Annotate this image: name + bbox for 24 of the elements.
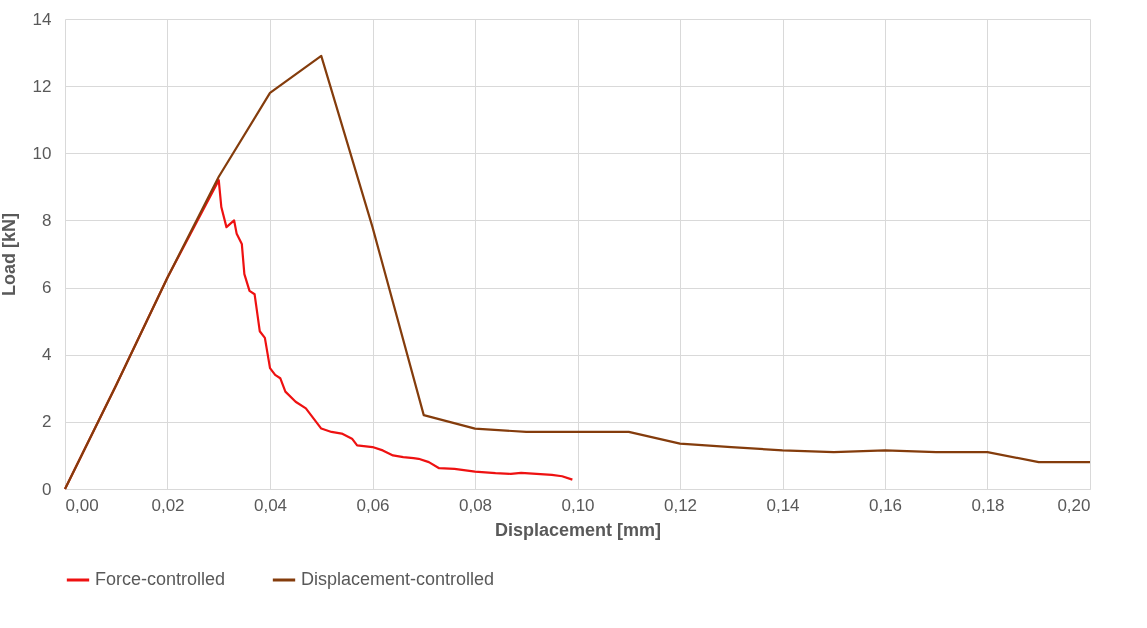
y-tick-label: 14 <box>32 9 52 29</box>
x-tick-label: 0,14 <box>766 495 800 515</box>
legend-label: Force-controlled <box>95 569 226 589</box>
x-tick-label: 0,00 <box>65 495 99 515</box>
y-tick-label: 0 <box>42 479 52 499</box>
y-tick-label: 8 <box>42 210 52 230</box>
y-tick-label: 4 <box>42 345 52 365</box>
x-tick-label: 0,04 <box>253 495 288 515</box>
x-axis-title: Displacement [mm] <box>494 519 662 540</box>
line-series <box>63 54 1092 491</box>
x-tick-label: 0,08 <box>458 495 493 515</box>
x-tick-label: 0,06 <box>356 495 390 515</box>
y-tick-label: 10 <box>32 143 52 163</box>
x-tick-label: 0,10 <box>561 495 595 515</box>
y-tick-label: 6 <box>42 278 52 298</box>
x-tick-label: 0,18 <box>971 495 1005 515</box>
y-axis-title: Load [kN] <box>0 213 19 296</box>
x-tick-label: 0,12 <box>663 495 698 515</box>
x-tick-label: 0,02 <box>151 495 185 515</box>
legend-label: Displacement-controlled <box>301 569 495 589</box>
y-tick-label: 12 <box>32 76 52 96</box>
x-tick-label: 0,16 <box>868 495 903 515</box>
y-tick-label: 2 <box>42 412 52 432</box>
x-tick-label: 0,20 <box>1057 495 1091 515</box>
